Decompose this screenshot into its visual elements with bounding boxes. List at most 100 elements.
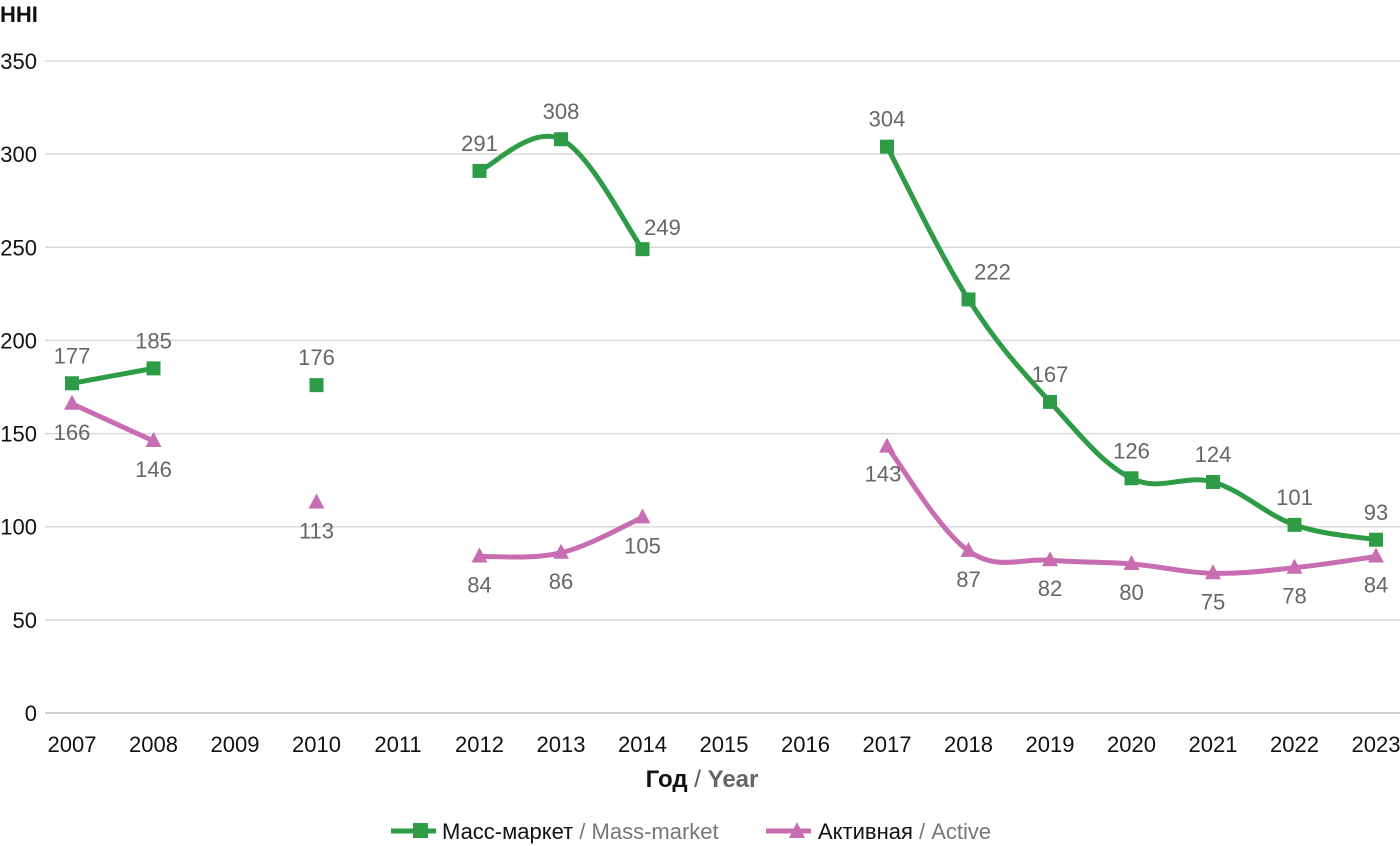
y-tick-label: 250 <box>0 235 37 260</box>
data-label-mass-market: 308 <box>543 99 580 124</box>
data-label-mass-market: 93 <box>1364 500 1388 525</box>
legend-item-active: Активная / Active <box>766 819 991 844</box>
marker-mass-market <box>472 163 487 178</box>
data-label-active: 82 <box>1038 576 1062 601</box>
x-tick-label: 2022 <box>1270 732 1319 757</box>
legend-label-active-en: Active <box>931 819 991 844</box>
x-axis-ticks: 2007 2008 2009 2010 2011 2012 2013 2014 2015 2016… <box>48 732 1400 757</box>
data-label-active: 86 <box>549 569 573 594</box>
y-tick-label: 300 <box>0 142 37 167</box>
data-label-active: 75 <box>1201 589 1225 614</box>
marker-mass-market <box>554 132 568 147</box>
marker-active <box>64 394 80 410</box>
legend-marker-triangle <box>789 822 805 838</box>
legend-label-active-ru: Активная <box>818 819 913 844</box>
marker-active <box>1042 551 1058 567</box>
data-label-mass-market: 291 <box>461 131 498 156</box>
x-tick-label: 2012 <box>455 732 504 757</box>
marker-mass-market <box>146 361 161 376</box>
y-tick-label: 150 <box>0 422 37 447</box>
marker-mass-market <box>65 376 79 391</box>
x-tick-label: 2013 <box>537 732 586 757</box>
series-markers <box>64 132 1384 580</box>
x-tick-label: 2015 <box>700 732 749 757</box>
marker-active <box>1205 564 1221 580</box>
grid-lines <box>45 60 1400 714</box>
marker-mass-market <box>961 292 976 307</box>
marker-mass-market <box>309 378 324 393</box>
marker-active <box>634 508 651 524</box>
marker-mass-market <box>1206 475 1220 490</box>
legend-label-mass-market: Масс-маркет / Mass-market <box>442 819 719 844</box>
data-label-mass-market: 101 <box>1276 485 1313 510</box>
marker-mass-market <box>1287 517 1302 532</box>
data-label-mass-market: 185 <box>135 328 172 353</box>
series-lines <box>69 133 1379 576</box>
data-label-active: 113 <box>299 518 334 543</box>
x-axis-title-ru: Год <box>646 766 688 793</box>
marker-active <box>308 493 325 509</box>
y-tick-label: 350 <box>0 49 37 74</box>
legend: Масс-маркет / Mass-market Активная / Act… <box>391 819 991 844</box>
data-label-mass-market: 126 <box>1113 438 1150 463</box>
marker-active <box>1368 547 1384 563</box>
marker-mass-market <box>1043 394 1057 409</box>
legend-label-mass-market-ru: Масс-маркет <box>442 819 573 844</box>
x-tick-label: 2009 <box>211 732 260 757</box>
x-tick-label: 2011 <box>374 732 421 757</box>
data-label-mass-market: 176 <box>298 345 335 370</box>
legend-item-mass-market: Масс-маркет / Mass-market <box>391 819 719 844</box>
data-label-mass-market: 167 <box>1032 362 1069 387</box>
x-tick-label: 2017 <box>863 732 912 757</box>
x-axis-title-separator: / <box>688 766 708 793</box>
x-tick-label: 2018 <box>944 732 993 757</box>
legend-label-mass-market-en: Mass-market <box>592 819 719 844</box>
marker-active <box>553 543 569 559</box>
series-line-active <box>884 444 1379 576</box>
x-tick-label: 2023 <box>1352 732 1400 757</box>
marker-active <box>1286 558 1303 574</box>
data-label-mass-market: 249 <box>644 215 681 240</box>
marker-active <box>145 432 162 448</box>
y-tick-label: 0 <box>25 701 37 726</box>
data-label-active: 84 <box>467 573 491 598</box>
data-label-active: 84 <box>1364 573 1388 598</box>
x-axis-title: Год / Year <box>646 766 759 793</box>
data-label-mass-market: 177 <box>54 343 91 368</box>
data-label-active: 143 <box>865 462 902 487</box>
data-labels: 177 185 176 291 308 249 304 222 167 126 124 101 93 16… <box>54 99 1389 614</box>
x-tick-label: 2020 <box>1107 732 1156 757</box>
marker-active <box>960 541 977 557</box>
marker-active <box>471 547 488 563</box>
data-label-active: 87 <box>956 567 980 592</box>
x-tick-label: 2021 <box>1189 732 1238 757</box>
data-label-active: 166 <box>54 420 91 445</box>
data-label-mass-market: 304 <box>869 107 906 132</box>
data-label-mass-market: 222 <box>974 259 1011 284</box>
x-tick-label: 2007 <box>48 732 97 757</box>
marker-mass-market <box>1369 532 1383 547</box>
marker-active <box>1123 554 1140 570</box>
y-tick-label: 200 <box>0 328 37 353</box>
series-line-mass-market <box>477 133 645 252</box>
legend-marker-square <box>413 823 428 838</box>
data-label-active: 78 <box>1282 584 1306 609</box>
y-axis-label: HHI <box>0 2 38 27</box>
marker-mass-market <box>880 139 894 154</box>
marker-mass-market <box>635 242 650 257</box>
data-label-active: 105 <box>624 533 661 558</box>
y-tick-label: 50 <box>13 608 37 633</box>
series-line-mass-market <box>69 365 156 386</box>
legend-label-active-sep: / <box>913 819 931 844</box>
legend-label-active: Активная / Active <box>818 819 991 844</box>
marker-active <box>879 437 895 453</box>
y-tick-label: 100 <box>0 515 37 540</box>
x-axis-title-en: Year <box>708 766 759 793</box>
data-label-active: 80 <box>1119 580 1143 605</box>
x-tick-label: 2008 <box>129 732 178 757</box>
marker-mass-market <box>1124 471 1139 486</box>
x-tick-label: 2016 <box>781 732 830 757</box>
x-tick-label: 2019 <box>1026 732 1075 757</box>
data-label-active: 146 <box>135 457 172 482</box>
